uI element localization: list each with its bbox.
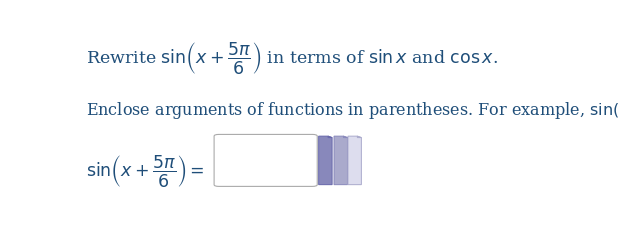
Polygon shape <box>357 136 361 138</box>
Text: Rewrite $\mathrm{sin}\left( x + \dfrac{5\pi}{6} \right)$ in terms of $\mathrm{si: Rewrite $\mathrm{sin}\left( x + \dfrac{5… <box>86 40 498 76</box>
FancyBboxPatch shape <box>214 134 318 186</box>
Polygon shape <box>319 136 332 185</box>
Polygon shape <box>328 136 332 138</box>
Text: Enclose arguments of functions in parentheses. For example, $\mathrm{sin}\left(2: Enclose arguments of functions in parent… <box>86 100 619 121</box>
Polygon shape <box>334 136 347 185</box>
Polygon shape <box>348 136 361 185</box>
Text: $\mathrm{sin}\left( x + \dfrac{5\pi}{6} \right) = $: $\mathrm{sin}\left( x + \dfrac{5\pi}{6} … <box>86 153 205 189</box>
Polygon shape <box>344 136 347 138</box>
